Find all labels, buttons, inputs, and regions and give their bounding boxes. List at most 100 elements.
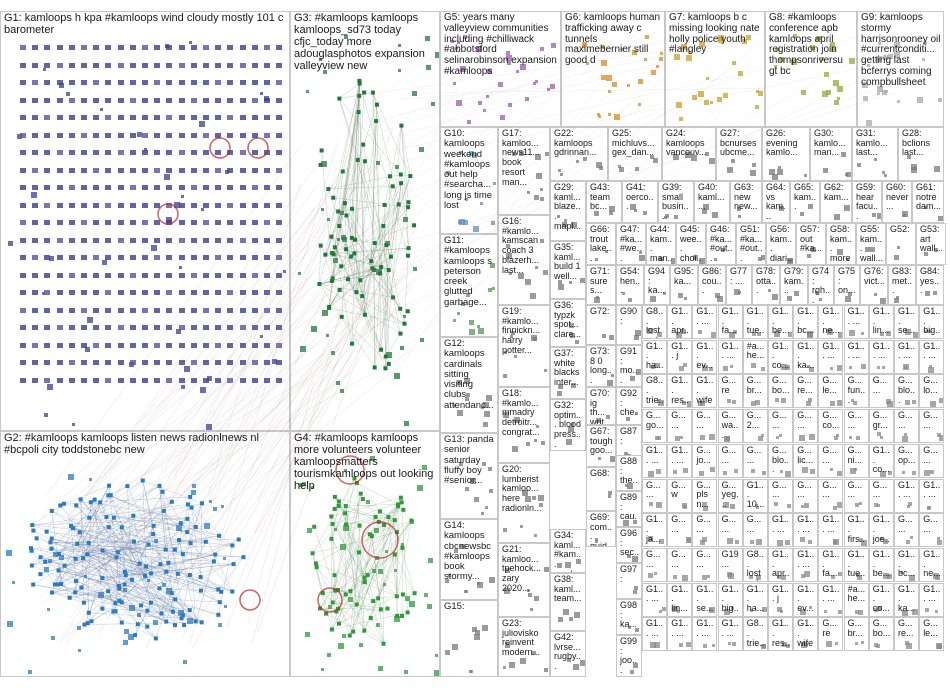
node-marker	[142, 307, 148, 313]
group-label: G... ...	[822, 479, 840, 500]
group-label: G75: on...	[838, 266, 856, 296]
node-marker	[154, 360, 161, 365]
node-marker	[129, 377, 136, 383]
small-group-cell: G... bo...	[768, 374, 793, 409]
node-marker	[482, 401, 489, 408]
node-marker	[411, 90, 417, 96]
node-marker	[472, 152, 478, 158]
node-marker	[606, 380, 613, 386]
node-marker	[16, 133, 22, 139]
group-g65: G65: kam...	[790, 181, 820, 223]
node-marker	[227, 132, 234, 138]
node-marker	[385, 550, 389, 554]
node-marker	[454, 46, 458, 50]
node-marker	[925, 290, 931, 296]
node-marker	[166, 307, 173, 313]
small-group-cell: G1... tue...	[742, 305, 768, 339]
node-marker	[227, 307, 234, 313]
node-marker	[533, 82, 537, 86]
node-marker	[227, 80, 234, 85]
node-marker	[142, 237, 148, 243]
node-marker	[264, 237, 270, 243]
node-marker	[779, 206, 785, 212]
node-marker	[525, 97, 530, 102]
node-marker	[605, 75, 612, 82]
group-label: G1... res...	[671, 375, 689, 408]
node-marker	[711, 332, 717, 338]
node-marker	[404, 669, 409, 674]
node-marker	[20, 132, 26, 138]
node-marker	[117, 132, 124, 138]
node-marker	[178, 610, 185, 617]
group-g31: G31: kamlo... last...	[852, 127, 898, 181]
small-group-cell: G... gr...	[868, 409, 894, 444]
node-marker	[375, 622, 380, 627]
node-marker	[856, 572, 861, 577]
node-marker	[924, 330, 928, 334]
node-marker	[215, 150, 222, 155]
group-label: G36: typzk spot... clare...	[554, 300, 582, 340]
node-marker	[251, 272, 258, 278]
node-marker	[905, 643, 912, 650]
node-marker	[117, 360, 124, 365]
node-marker	[154, 255, 161, 260]
node-marker	[836, 400, 843, 407]
node-marker	[691, 155, 698, 162]
group-label: G23: juliovisko reinvent modern...	[502, 618, 542, 658]
node-marker	[642, 211, 647, 216]
node-marker	[607, 495, 611, 499]
node-marker	[873, 642, 878, 647]
node-marker	[853, 468, 857, 472]
node-marker	[81, 80, 87, 85]
node-marker	[276, 290, 283, 295]
group-label: G63: new new...	[734, 182, 758, 212]
node-marker	[83, 574, 87, 578]
node-marker	[44, 167, 51, 173]
node-marker	[610, 373, 614, 377]
node-marker	[512, 445, 519, 452]
node-marker	[544, 151, 549, 156]
node-marker	[477, 100, 482, 105]
node-marker	[818, 35, 823, 40]
small-group-cell: G... ...	[868, 374, 894, 409]
node-marker	[762, 606, 767, 612]
node-marker	[20, 377, 26, 383]
node-marker	[142, 167, 148, 173]
small-group-cell: G1... tue...	[843, 547, 869, 582]
node-marker	[504, 350, 508, 354]
node-marker	[829, 41, 835, 47]
node-marker	[105, 45, 112, 50]
node-marker	[633, 586, 638, 591]
node-marker	[637, 103, 641, 107]
group-g32: G32: optim... blood press...	[550, 399, 586, 451]
group-g15: G15:	[440, 600, 498, 677]
node-marker	[129, 307, 136, 313]
group-g16: G16: #kamlo... kamscan coach 3 blazerh..…	[498, 215, 550, 305]
node-marker	[32, 325, 39, 330]
node-marker	[176, 328, 182, 334]
node-marker	[598, 114, 602, 118]
group-label: G4: #kamloops kamloops more volunteers v…	[294, 432, 437, 492]
node-marker	[484, 505, 488, 509]
node-marker	[166, 290, 173, 295]
node-marker	[44, 62, 51, 68]
node-marker	[276, 167, 283, 173]
small-group-cell: G1... ...	[818, 513, 844, 548]
node-marker	[260, 335, 264, 339]
node-marker	[832, 505, 837, 510]
node-marker	[56, 290, 63, 295]
node-marker	[928, 330, 932, 334]
node-marker	[787, 258, 793, 263]
node-marker	[852, 401, 857, 406]
node-marker	[203, 167, 209, 173]
node-marker	[227, 220, 234, 225]
node-marker	[93, 97, 100, 103]
node-marker	[910, 163, 917, 170]
group-label: G1... tue...	[746, 306, 765, 338]
node-marker	[215, 255, 222, 260]
group-label: G27: bcnurses ubcme...	[720, 128, 760, 158]
node-marker	[488, 488, 493, 493]
node-marker	[594, 296, 601, 303]
node-marker	[459, 150, 463, 154]
node-marker	[117, 342, 124, 348]
